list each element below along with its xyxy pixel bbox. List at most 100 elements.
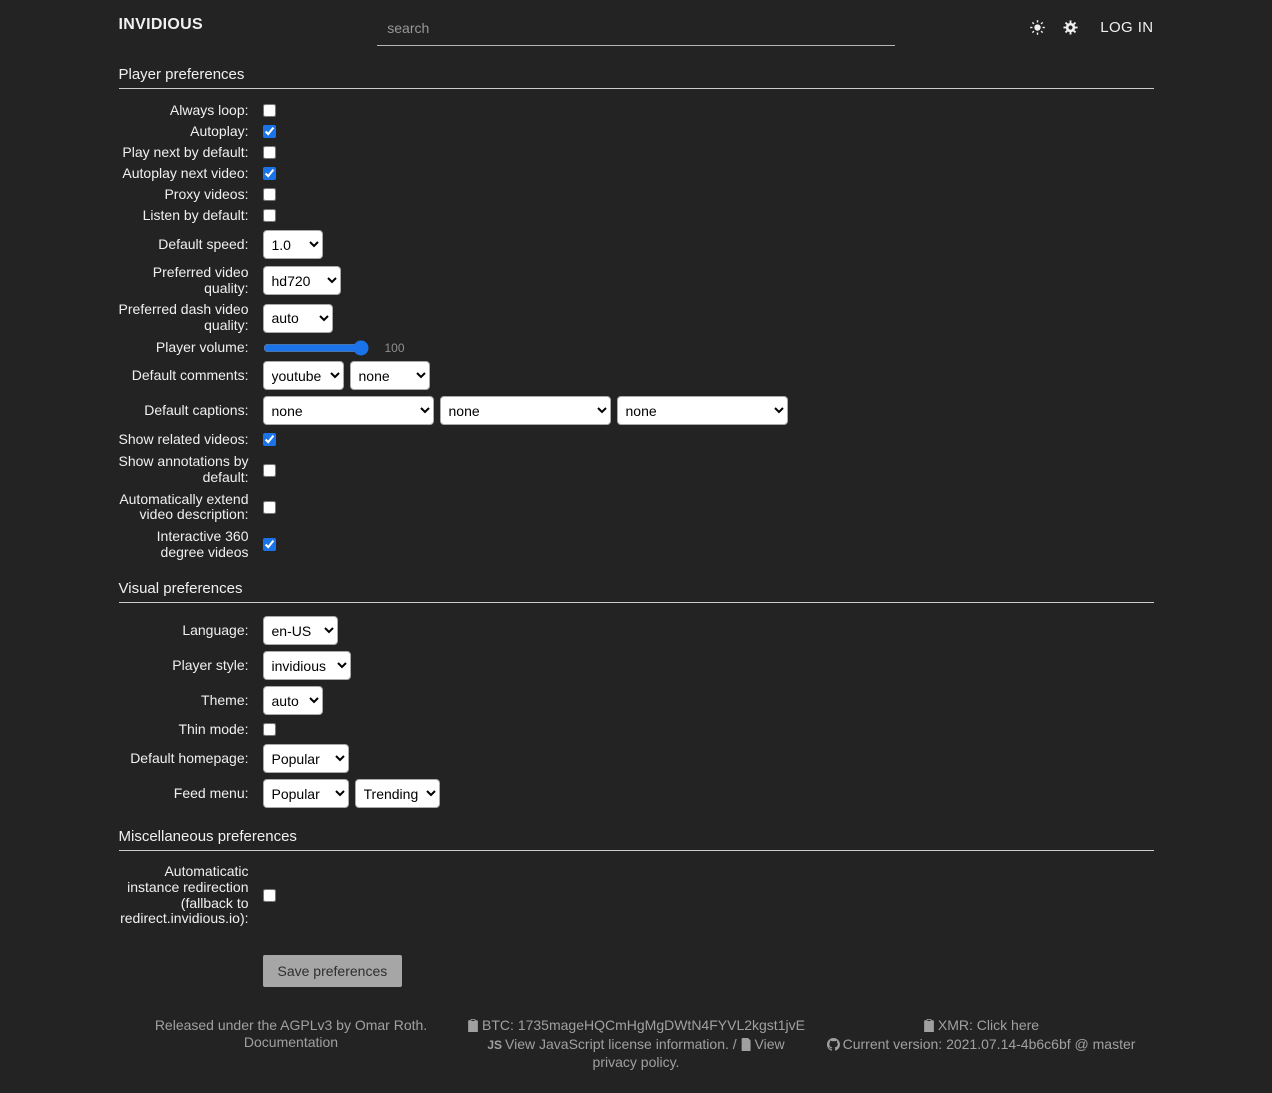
pref-row-volume: Player volume: 100: [119, 338, 1154, 356]
page: INVIDIOUS: [118, 0, 1154, 1093]
dash-quality-select[interactable]: auto: [262, 303, 333, 333]
comments-source-2-select[interactable]: none: [349, 361, 430, 391]
search-input[interactable]: [377, 16, 895, 46]
pref-label: Player style:: [172, 657, 249, 674]
always-loop-checkbox[interactable]: [262, 104, 276, 117]
pref-label: Automaticatic instance redirection (fall…: [120, 863, 249, 927]
feed-menu-2-select[interactable]: Trending: [354, 779, 440, 809]
clipboard-icon: [467, 1019, 479, 1036]
pref-row-related: Show related videos:: [119, 431, 1154, 448]
xmr-link[interactable]: XMR: Click here: [937, 1017, 1040, 1034]
pref-label: Default captions:: [144, 402, 249, 419]
gear-icon[interactable]: [1059, 20, 1082, 35]
default-speed-select[interactable]: 1.0: [262, 230, 323, 259]
pref-label: Language:: [182, 622, 249, 639]
pref-label: Thin mode:: [178, 721, 249, 738]
captions-2-select[interactable]: none: [439, 396, 611, 426]
feed-menu-1-select[interactable]: Popular: [262, 779, 349, 809]
pref-label: Play next by default:: [122, 143, 249, 160]
autoplay-checkbox[interactable]: [262, 125, 276, 138]
pref-row-autoplay: Autoplay:: [119, 123, 1154, 140]
language-select[interactable]: en-US: [262, 616, 338, 646]
license-link[interactable]: Released under the AGPLv3 by Omar Roth.: [154, 1017, 428, 1034]
footer-separator: /: [728, 1035, 741, 1052]
pref-row-quality: Preferred video quality: hd720: [119, 264, 1154, 296]
pref-label: Default comments:: [131, 367, 249, 384]
annotations-checkbox[interactable]: [262, 463, 276, 477]
autoplay-next-checkbox[interactable]: [262, 167, 276, 180]
captions-1-select[interactable]: none: [262, 396, 434, 426]
play-next-checkbox[interactable]: [262, 146, 276, 159]
clipboard-icon: [923, 1019, 935, 1036]
pref-label: Proxy videos:: [164, 185, 249, 202]
pref-row-dash-quality: Preferred dash video quality: auto: [118, 301, 1154, 334]
documentation-link[interactable]: Documentation: [243, 1033, 339, 1050]
section-title-player: Player preferences: [118, 66, 245, 83]
pref-label: Show annotations by default:: [118, 453, 249, 486]
comments-source-1-select[interactable]: youtube: [262, 361, 344, 391]
section-title-misc: Miscellaneous preferences: [118, 828, 297, 846]
pref-row-vr360: Interactive 360 degree videos: [119, 528, 1154, 560]
pref-label: Show related videos:: [118, 431, 249, 448]
pref-row-feed-menu: Feed menu: Popular Trending: [119, 779, 1154, 809]
pref-label: Interactive 360 degree videos: [156, 528, 249, 560]
github-icon: [826, 1037, 840, 1055]
pref-label: Default speed:: [158, 235, 249, 252]
top-navbar: INVIDIOUS: [119, 0, 1154, 46]
pref-row-captions: Default captions: none none none: [119, 396, 1154, 426]
theme-select[interactable]: auto: [262, 686, 323, 716]
video-quality-select[interactable]: hd720: [262, 266, 341, 296]
pref-label: Always loop:: [169, 101, 249, 118]
pref-row-speed: Default speed: 1.0: [119, 230, 1154, 259]
section-title-visual: Visual preferences: [118, 580, 243, 598]
btc-address[interactable]: BTC: 1735mageHQCmHgMgDWtN4FYVL2kgst1jvE: [482, 1017, 805, 1034]
version-link[interactable]: Current version: 2021.07.14-4b6c6bf @ ma…: [842, 1035, 1136, 1052]
extend-description-checkbox[interactable]: [262, 500, 276, 514]
pref-label: Feed menu:: [173, 785, 249, 802]
pref-row-homepage: Default homepage: Popular: [119, 744, 1154, 774]
pref-label: Player volume:: [155, 338, 249, 355]
pref-label: Default homepage:: [130, 750, 249, 767]
pref-row-always-loop: Always loop:: [119, 102, 1154, 119]
document-icon: [741, 1037, 752, 1055]
pref-row-autoplay-next: Autoplay next video:: [119, 165, 1154, 182]
app-logo[interactable]: INVIDIOUS: [118, 16, 203, 33]
auto-redirect-checkbox[interactable]: [262, 889, 276, 903]
pref-label: Autoplay next video:: [122, 164, 249, 181]
volume-slider[interactable]: [262, 340, 369, 355]
related-videos-checkbox[interactable]: [262, 433, 276, 447]
section-divider: [118, 602, 1154, 604]
footer-right: XMR: Click here Current version: 2021.07…: [809, 1017, 1154, 1071]
section-divider: [118, 88, 1154, 89]
player-style-select[interactable]: invidious: [262, 651, 351, 681]
login-link[interactable]: LOG IN: [1100, 19, 1154, 36]
pref-label: Autoplay:: [190, 122, 249, 139]
listen-default-checkbox[interactable]: [262, 209, 276, 222]
footer: Released under the AGPLv3 by Omar Roth. …: [119, 1017, 1154, 1093]
pref-row-thin-mode: Thin mode:: [119, 721, 1154, 738]
homepage-select[interactable]: Popular: [262, 744, 349, 774]
footer-center: BTC: 1735mageHQCmHgMgDWtN4FYVL2kgst1jvE …: [464, 1017, 809, 1071]
save-preferences-button[interactable]: Save preferences: [262, 955, 403, 988]
js-license-link[interactable]: View JavaScript license information.: [505, 1035, 729, 1052]
thin-mode-checkbox[interactable]: [262, 723, 276, 737]
pref-row-auto-redirect: Automaticatic instance redirection (fall…: [119, 864, 1154, 927]
pref-label: Preferred dash video quality:: [118, 301, 249, 334]
pref-row-theme: Theme: auto: [119, 686, 1154, 716]
pref-row-extend-desc: Automatically extend video description:: [119, 490, 1154, 523]
pref-label: Preferred video quality:: [152, 264, 249, 296]
pref-row-play-next: Play next by default:: [119, 144, 1154, 161]
sun-icon[interactable]: [1026, 20, 1049, 35]
captions-3-select[interactable]: none: [616, 396, 788, 426]
volume-value: 100: [384, 340, 405, 355]
pref-row-annotations: Show annotations by default:: [118, 453, 1154, 486]
pref-label: Theme:: [201, 692, 249, 709]
pref-label: Automatically extend video description:: [119, 490, 249, 523]
footer-left: Released under the AGPLv3 by Omar Roth. …: [119, 1017, 464, 1071]
pref-row-language: Language: en-US: [119, 616, 1154, 646]
vr360-checkbox[interactable]: [262, 538, 276, 552]
proxy-videos-checkbox[interactable]: [262, 188, 276, 201]
pref-row-player-style: Player style: invidious: [119, 651, 1154, 681]
section-divider: [118, 850, 1154, 852]
pref-row-proxy: Proxy videos:: [119, 186, 1154, 203]
